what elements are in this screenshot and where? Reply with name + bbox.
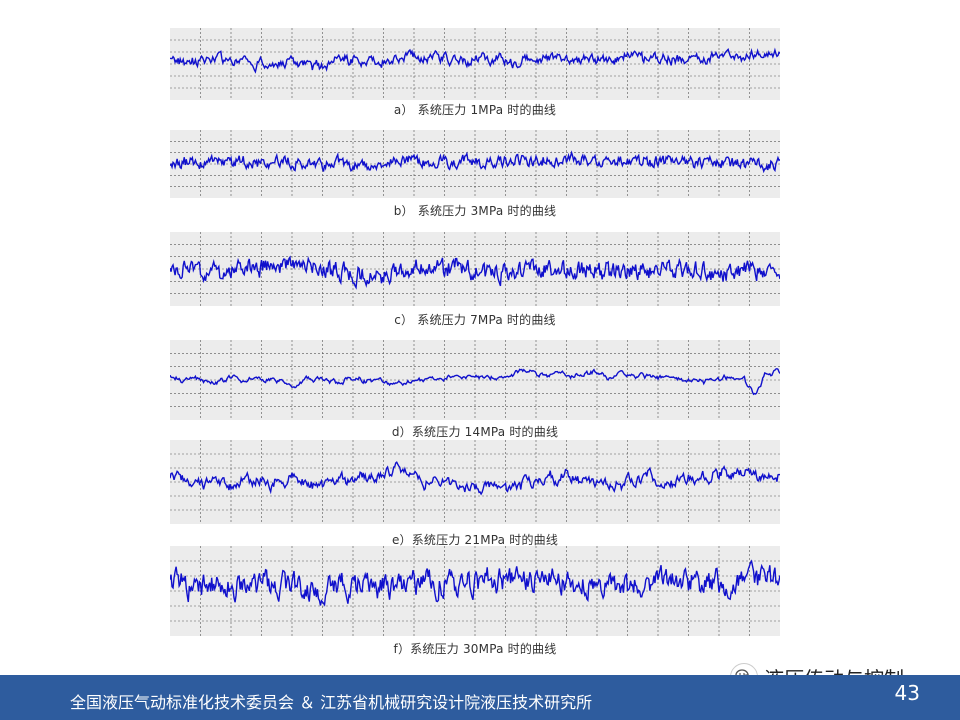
caption-d: d）系统压力 14MPa 时的曲线 xyxy=(391,425,559,439)
pressure-trace-line xyxy=(170,461,780,496)
waveform-trace-e xyxy=(170,440,780,524)
waveform-trace-c xyxy=(170,232,780,306)
waveform-trace-b xyxy=(170,130,780,198)
pressure-trace-line xyxy=(170,367,780,396)
waveform-panel-c xyxy=(170,232,780,306)
waveform-trace-a xyxy=(170,28,780,100)
waveform-panel-e xyxy=(170,440,780,524)
caption-c: c） 系统压力 7MPa 时的曲线 xyxy=(394,313,556,327)
footer-bar: 全国液压气动标准化技术委员会 ＆ 江苏省机械研究设计院液压技术研究所 43 xyxy=(0,675,960,720)
caption-e: e）系统压力 21MPa 时的曲线 xyxy=(391,533,559,547)
waveform-panel-a xyxy=(170,28,780,100)
caption-a: a） 系统压力 1MPa 时的曲线 xyxy=(393,103,557,117)
pressure-trace-line xyxy=(170,47,780,74)
footer-organizations: 全国液压气动标准化技术委员会 ＆ 江苏省机械研究设计院液压技术研究所 xyxy=(70,693,593,712)
waveform-panel-b xyxy=(170,130,780,198)
pressure-trace-line xyxy=(170,559,780,607)
pressure-trace-line xyxy=(170,150,780,174)
page-number: 43 xyxy=(894,681,920,705)
caption-b: b） 系统压力 3MPa 时的曲线 xyxy=(393,204,557,218)
waveform-panel-f xyxy=(170,546,780,636)
pressure-trace-line xyxy=(170,255,780,290)
waveform-trace-d xyxy=(170,340,780,420)
waveform-trace-f xyxy=(170,546,780,636)
waveform-panel-d xyxy=(170,340,780,420)
caption-f: f）系统压力 30MPa 时的曲线 xyxy=(393,642,557,656)
